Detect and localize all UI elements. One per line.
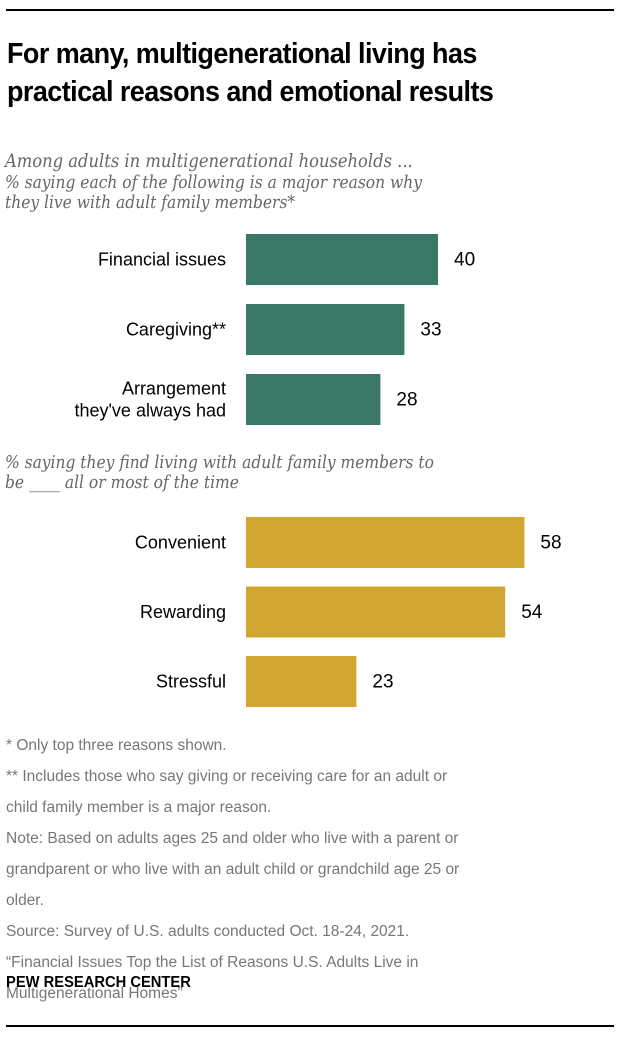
reasons-label-line-1: % saying each of the following is a majo… [5, 172, 422, 193]
feelings-label-line-2: be ____ all or most of the time [5, 472, 239, 493]
reason-category-label-1: Financial issues [98, 250, 226, 270]
report-title: “Financial Issues Top the List of Reason… [6, 954, 419, 1002]
note: Note: Based on adults ages 25 and older … [6, 830, 460, 909]
reason-category-label-3-line-2: they've always had [74, 401, 226, 421]
feeling-bar-2 [246, 586, 506, 638]
feeling-value-label-1: 58 [540, 533, 561, 554]
footnote-1: * Only top three reasons shown. [6, 737, 227, 754]
brand-logo-text: PEW RESEARCH CENTER [6, 974, 191, 991]
reason-value-label-2: 33 [420, 320, 441, 341]
title-line-1: For many, multigenerational living has [7, 38, 477, 70]
top-rule [6, 9, 614, 11]
reason-bar-1 [246, 234, 438, 285]
feeling-bar-1 [246, 517, 525, 568]
bar-chart: 40 Financial issues 33 Caregiving** 28 Arrang… [74, 234, 562, 707]
title-line-2: practical reasons and emotional results [7, 76, 494, 108]
bottom-rule [6, 1025, 614, 1027]
feeling-bar-3 [246, 656, 357, 707]
feelings-section-label: % saying they find living with adult fam… [5, 453, 434, 493]
feeling-category-label-2: Rewarding [140, 602, 226, 622]
reasons-label-line-2: they live with adult family members* [5, 192, 296, 213]
reason-value-label-1: 40 [454, 250, 475, 271]
chart-title: For many, multigenerational living has p… [7, 35, 571, 111]
footnote-2: ** Includes those who say giving or rece… [6, 768, 448, 816]
feeling-value-label-2: 54 [521, 602, 543, 623]
source: Source: Survey of U.S. adults conducted … [6, 923, 410, 940]
reasons-section-label: % saying each of the following is a majo… [5, 173, 422, 213]
feeling-category-label-3: Stressful [156, 672, 226, 692]
reason-category-label-3-line-1: Arrangement [122, 379, 226, 399]
feeling-category-label-1: Convenient [135, 533, 226, 553]
reason-category-label-2: Caregiving** [126, 320, 226, 340]
feeling-value-label-3: 23 [372, 672, 393, 693]
chart-subtitle: Among adults in multigenerational househ… [5, 150, 413, 172]
feelings-label-line-1: % saying they find living with adult fam… [5, 452, 434, 473]
reason-value-label-3: 28 [396, 390, 417, 411]
reason-bar-3 [246, 374, 381, 425]
footnotes: * Only top three reasons shown. ** Inclu… [6, 730, 612, 1009]
reason-bar-2 [246, 304, 405, 355]
